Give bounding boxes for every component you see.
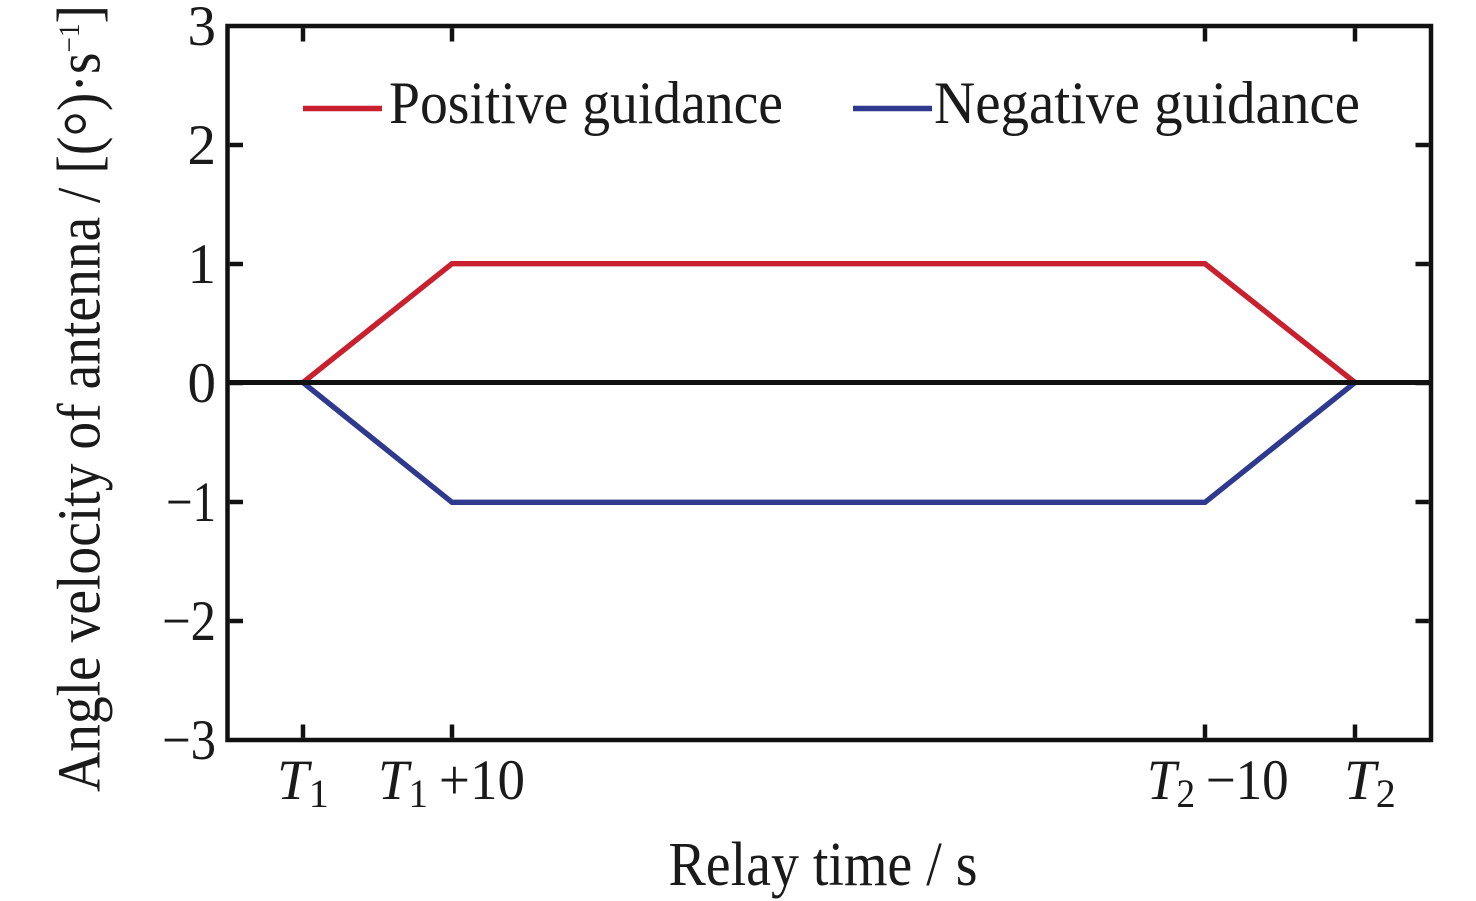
svg-text:Negative guidance: Negative guidance <box>934 70 1360 136</box>
svg-text:Relay time / s: Relay time / s <box>669 831 978 899</box>
svg-text:T2: T2 <box>1344 749 1396 816</box>
svg-text:−1: −1 <box>166 471 216 534</box>
svg-text:2: 2 <box>188 114 217 177</box>
svg-text:3: 3 <box>188 0 217 58</box>
svg-text:T2 −10: T2 −10 <box>1147 748 1289 816</box>
svg-text:−2: −2 <box>162 590 216 653</box>
svg-text:T1: T1 <box>277 749 329 816</box>
svg-text:1: 1 <box>188 233 217 296</box>
svg-text:0: 0 <box>188 352 217 415</box>
svg-text:−3: −3 <box>162 709 216 772</box>
svg-text:Angle velocity of antenna / [(: Angle velocity of antenna / [(°)·s−1] <box>45 5 127 792</box>
svg-text:T1 +10: T1 +10 <box>378 749 525 816</box>
svg-text:Positive guidance: Positive guidance <box>389 70 783 136</box>
